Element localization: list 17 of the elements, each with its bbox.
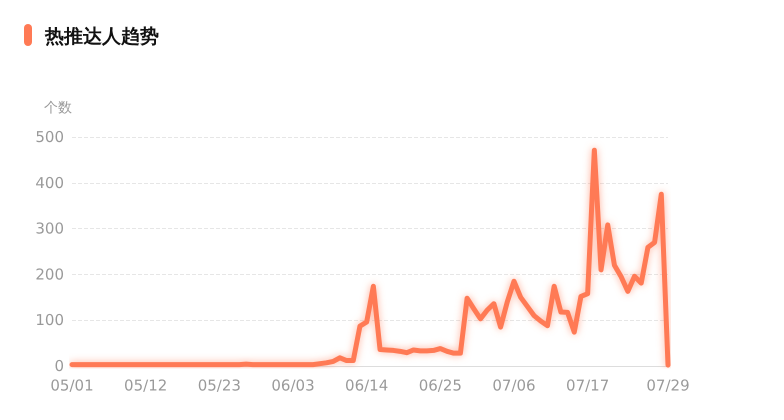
x-tick-label: 06/25 (418, 376, 462, 394)
x-tick-label: 07/06 (492, 376, 536, 394)
y-tick-label: 200 (35, 265, 64, 284)
x-tick-label: 06/03 (271, 376, 315, 394)
y-tick-label: 300 (35, 220, 64, 238)
y-axis-title: 个数 (44, 100, 72, 116)
x-tick-label: 06/14 (345, 376, 388, 394)
y-tick-label: 0 (54, 357, 64, 375)
x-tick-label: 05/01 (50, 376, 94, 394)
y-tick-label: 500 (35, 128, 64, 146)
y-tick-label: 100 (35, 311, 64, 330)
x-tick-label: 07/29 (646, 376, 690, 394)
x-tick-label: 05/12 (124, 376, 168, 394)
chart-title: 热推达人趋势 (44, 26, 159, 48)
y-tick-label: 400 (35, 174, 64, 192)
x-tick-label: 07/17 (566, 376, 610, 394)
x-tick-label: 05/23 (198, 376, 241, 394)
